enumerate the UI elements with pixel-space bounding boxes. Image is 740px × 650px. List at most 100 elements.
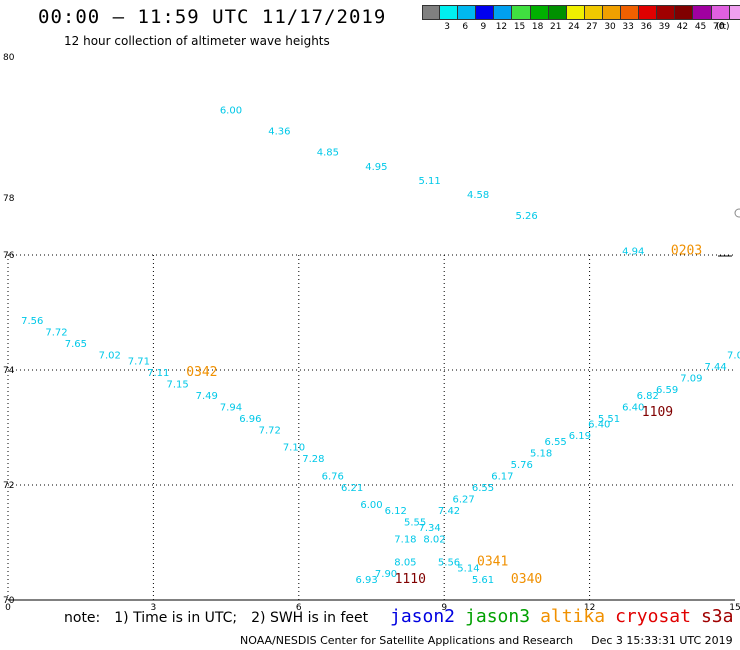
wave-height-point: 5.61 [472, 575, 494, 586]
wave-height-point: 7.11 [147, 368, 169, 379]
color-scale-legend [422, 5, 740, 20]
wave-height-point: 5.11 [419, 176, 441, 187]
pass-time-label: 1109 [642, 405, 673, 420]
footer-timestamp: Dec 3 15:33:31 UTC 2019 [591, 634, 733, 647]
legend-swatch [693, 5, 712, 20]
legend-swatch [711, 5, 730, 20]
page-subtitle: 12 hour collection of altimeter wave hei… [64, 34, 330, 48]
legend-label: 33 [622, 22, 634, 32]
wave-height-point: 7.44 [704, 362, 726, 373]
wave-height-point: 7.0 [727, 351, 740, 362]
wave-height-point: 7.02 [99, 351, 121, 362]
legend-label: 24 [568, 22, 580, 32]
wave-height-point: 7.49 [196, 391, 218, 402]
x-tick-label: 15 [729, 603, 740, 613]
wave-height-point: 6.93 [356, 575, 378, 586]
wave-height-point: 5.56 [438, 558, 460, 569]
note-time: 1) Time is in UTC; [114, 610, 238, 626]
legend-label: 36 [640, 22, 652, 32]
wave-height-point: 6.59 [656, 385, 678, 396]
satellite-cryosat: cryosat [615, 606, 691, 627]
note-prefix: note: [64, 610, 101, 626]
wave-height-point: 6.82 [637, 391, 659, 402]
wave-height-point: 7.65 [65, 339, 87, 350]
wave-height-point: 7.72 [259, 425, 281, 436]
wave-height-point: 6.96 [239, 414, 261, 425]
legend-swatch [621, 5, 640, 20]
latitude-label: 78 [3, 194, 15, 204]
legend-swatch [602, 5, 622, 20]
wave-height-point: 8.05 [394, 558, 416, 569]
wave-height-point: 6.55 [472, 483, 494, 494]
legend-label: 3 [444, 22, 451, 32]
wave-height-point: 7.18 [394, 535, 416, 546]
legend-label: 6 [462, 22, 469, 32]
x-tick-label: 9 [441, 603, 447, 613]
pass-time-label: 0341 [477, 555, 508, 570]
legend-label: 12 [495, 22, 508, 32]
satellite-s3a: s3a [700, 606, 734, 627]
satellite-jason3: jason3 [465, 606, 531, 627]
wave-height-point: 6.21 [341, 483, 363, 494]
wave-height-point: 4.85 [317, 148, 339, 159]
latitude-label: 80 [3, 53, 15, 63]
legend-swatch [729, 5, 740, 20]
wave-height-point: 6.27 [452, 494, 474, 505]
legend-label: 30 [604, 22, 616, 32]
legend-swatch [476, 5, 495, 20]
legend-label: 21 [550, 22, 562, 32]
footer: NOAA/NESDIS Center for Satellite Applica… [240, 634, 740, 647]
legend-swatch [530, 5, 549, 20]
wave-height-point: 6.00 [360, 500, 382, 511]
wave-height-point: 6.55 [545, 437, 567, 448]
x-tick-label: 0 [5, 603, 11, 613]
wave-height-point: 5.51 [598, 414, 620, 425]
legend-swatch [422, 5, 441, 20]
wave-height-point: 7.15 [167, 379, 189, 390]
legend-swatch [675, 5, 694, 20]
legend-label: 9 [480, 22, 487, 32]
wave-height-point: 6.17 [491, 471, 513, 482]
wave-height-point: 4.58 [467, 190, 489, 201]
legend-label: 18 [531, 22, 544, 32]
legend-label: 70 [712, 22, 725, 32]
legend-label: 45 [694, 22, 707, 32]
x-tick-label: 12 [584, 603, 595, 613]
latitude-label: 72 [3, 481, 14, 491]
legend-swatch [512, 5, 531, 20]
wave-height-point: 6.76 [322, 471, 344, 482]
wave-height-point: 4.36 [268, 127, 290, 138]
legend-swatch [494, 5, 513, 20]
latitude-label: 74 [3, 366, 15, 376]
legend-swatch [458, 5, 477, 20]
legend-label: 39 [658, 22, 671, 32]
wave-height-point: 6.00 [220, 105, 242, 116]
wave-height-point: 7.09 [680, 374, 702, 385]
wave-height-point: 7.72 [45, 328, 67, 339]
legend-swatch [639, 5, 658, 20]
wave-height-point: 5.55 [404, 517, 426, 528]
legend-swatch [440, 5, 459, 20]
wave-height-point: 7.10 [283, 443, 305, 454]
wave-height-point: 5.14 [457, 563, 479, 574]
wave-height-point: 6.19 [569, 431, 591, 442]
legend-swatch [657, 5, 676, 20]
color-scale-unit: (ft) [716, 22, 730, 32]
latitude-label: 70 [3, 596, 15, 606]
legend-swatch [566, 5, 585, 20]
note-swh: 2) SWH is in feet [251, 610, 369, 626]
wave-height-point: 7.42 [438, 506, 460, 517]
wave-height-point: 6.40 [588, 420, 610, 431]
pass-time-label: 1110 [395, 572, 426, 587]
wave-height-point: 7.71 [128, 356, 150, 367]
satellite-jason2: jason2 [390, 606, 456, 627]
legend-label: 27 [586, 22, 598, 32]
satellite-altika: altika [540, 606, 606, 627]
pass-time-label: 0340 [511, 572, 542, 587]
wave-height-point: 6.12 [385, 506, 407, 517]
pass-time-label: 0203 [671, 243, 702, 258]
wave-height-point: 4.95 [365, 162, 387, 173]
wave-height-point: 7.94 [220, 402, 242, 413]
wave-height-point: 5.18 [530, 448, 552, 459]
wave-height-point: 5.26 [515, 211, 537, 222]
